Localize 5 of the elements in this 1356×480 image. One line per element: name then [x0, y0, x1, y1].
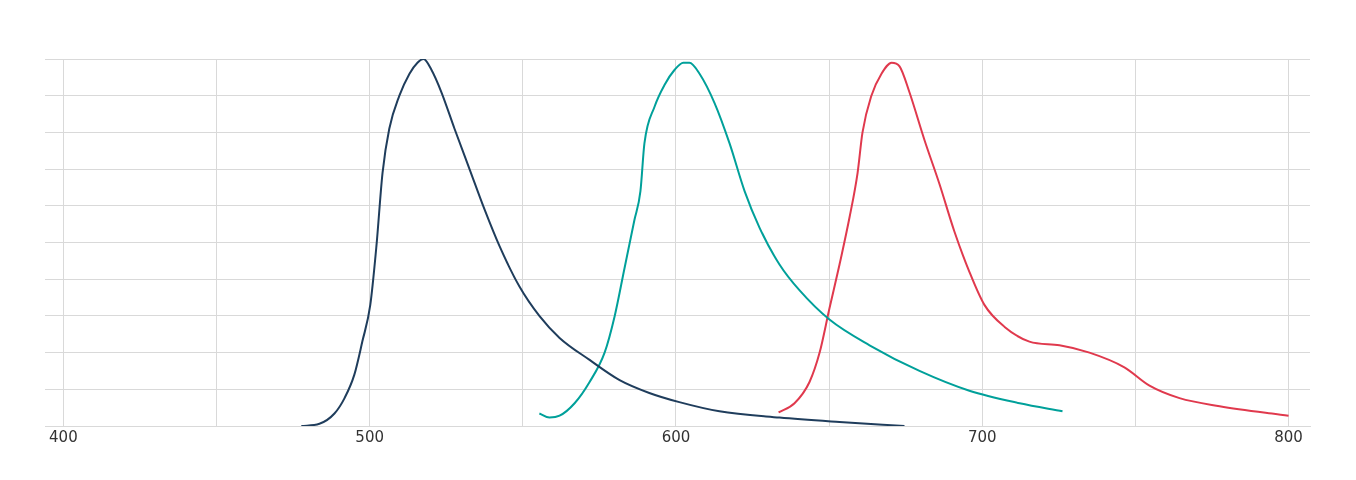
x-tick-label: 500	[355, 427, 384, 446]
x-tick-label: 800	[1274, 427, 1303, 446]
x-tick-label: 600	[661, 427, 691, 446]
x-tick-label: 700	[967, 427, 997, 446]
x-tick-label: 400	[49, 427, 78, 446]
